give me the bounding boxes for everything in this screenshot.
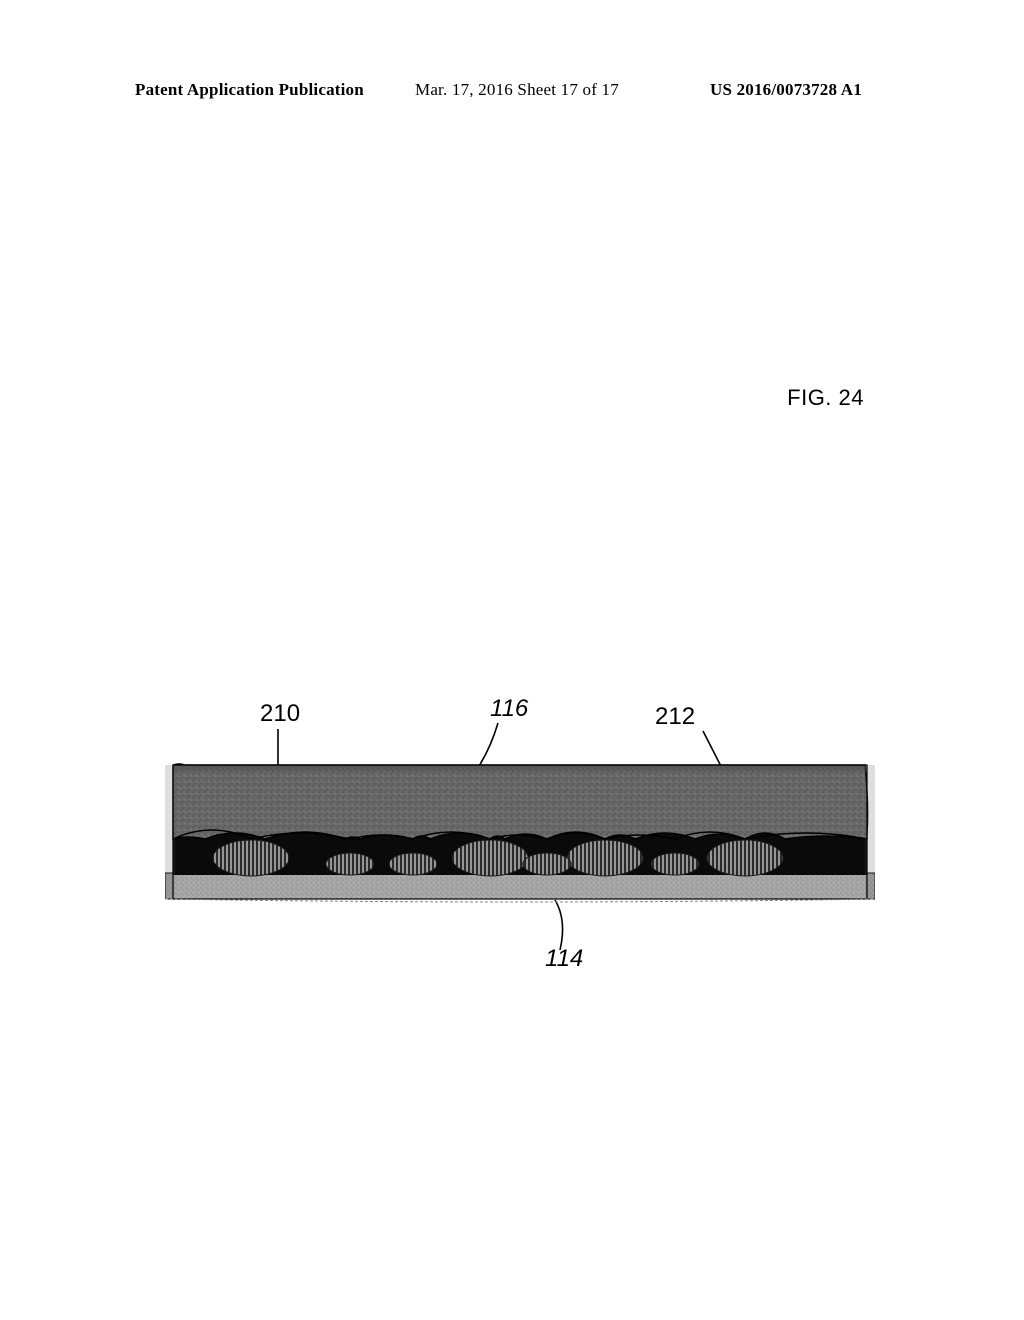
- header-pub-number: US 2016/0073728 A1: [710, 80, 862, 100]
- cross-section-diagram: [165, 747, 875, 917]
- figure-24: 210 116 212 114: [165, 705, 875, 965]
- layer-114: [165, 873, 875, 899]
- figure-caption: FIG. 24: [787, 385, 864, 411]
- header-publication: Patent Application Publication: [135, 80, 364, 100]
- header-date-sheet: Mar. 17, 2016 Sheet 17 of 17: [415, 80, 619, 100]
- upper-top-shadow: [173, 765, 867, 771]
